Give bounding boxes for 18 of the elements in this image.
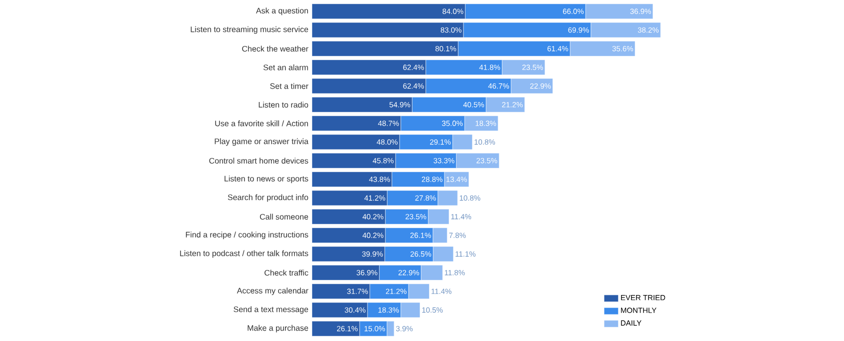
y-tick-label: Find a recipe / cooking instructions [186, 232, 308, 240]
y-tick-label: Play game or answer trivia [214, 138, 308, 146]
y-tick-label: Make a purchase [248, 324, 308, 332]
y-tick-label: Listen to streaming music service [190, 26, 308, 34]
y-tick-label: Listen to podcast / other talk formats [180, 250, 308, 258]
y-tick-label: Set an alarm [263, 64, 308, 70]
y-tick-label: Listen to radio [258, 102, 308, 108]
y-tick-label: Ask a question [256, 8, 308, 16]
y-tick-label: Use a favorite skill / Action [215, 120, 308, 126]
y-tick-label: Search for product info [228, 194, 308, 202]
y-tick-label: Control smart home devices [209, 158, 308, 164]
y-tick-label: Set a timer [270, 83, 308, 89]
y-tick-label: Check traffic [264, 270, 308, 276]
y-tick-label: Check the weather [242, 46, 308, 52]
y-tick-label: Send a text message [234, 306, 308, 314]
y-tick-label: Listen to news or sports [224, 176, 308, 184]
y-tick-label: Call someone [260, 214, 308, 220]
y-tick-label: Access my calendar [236, 288, 308, 296]
